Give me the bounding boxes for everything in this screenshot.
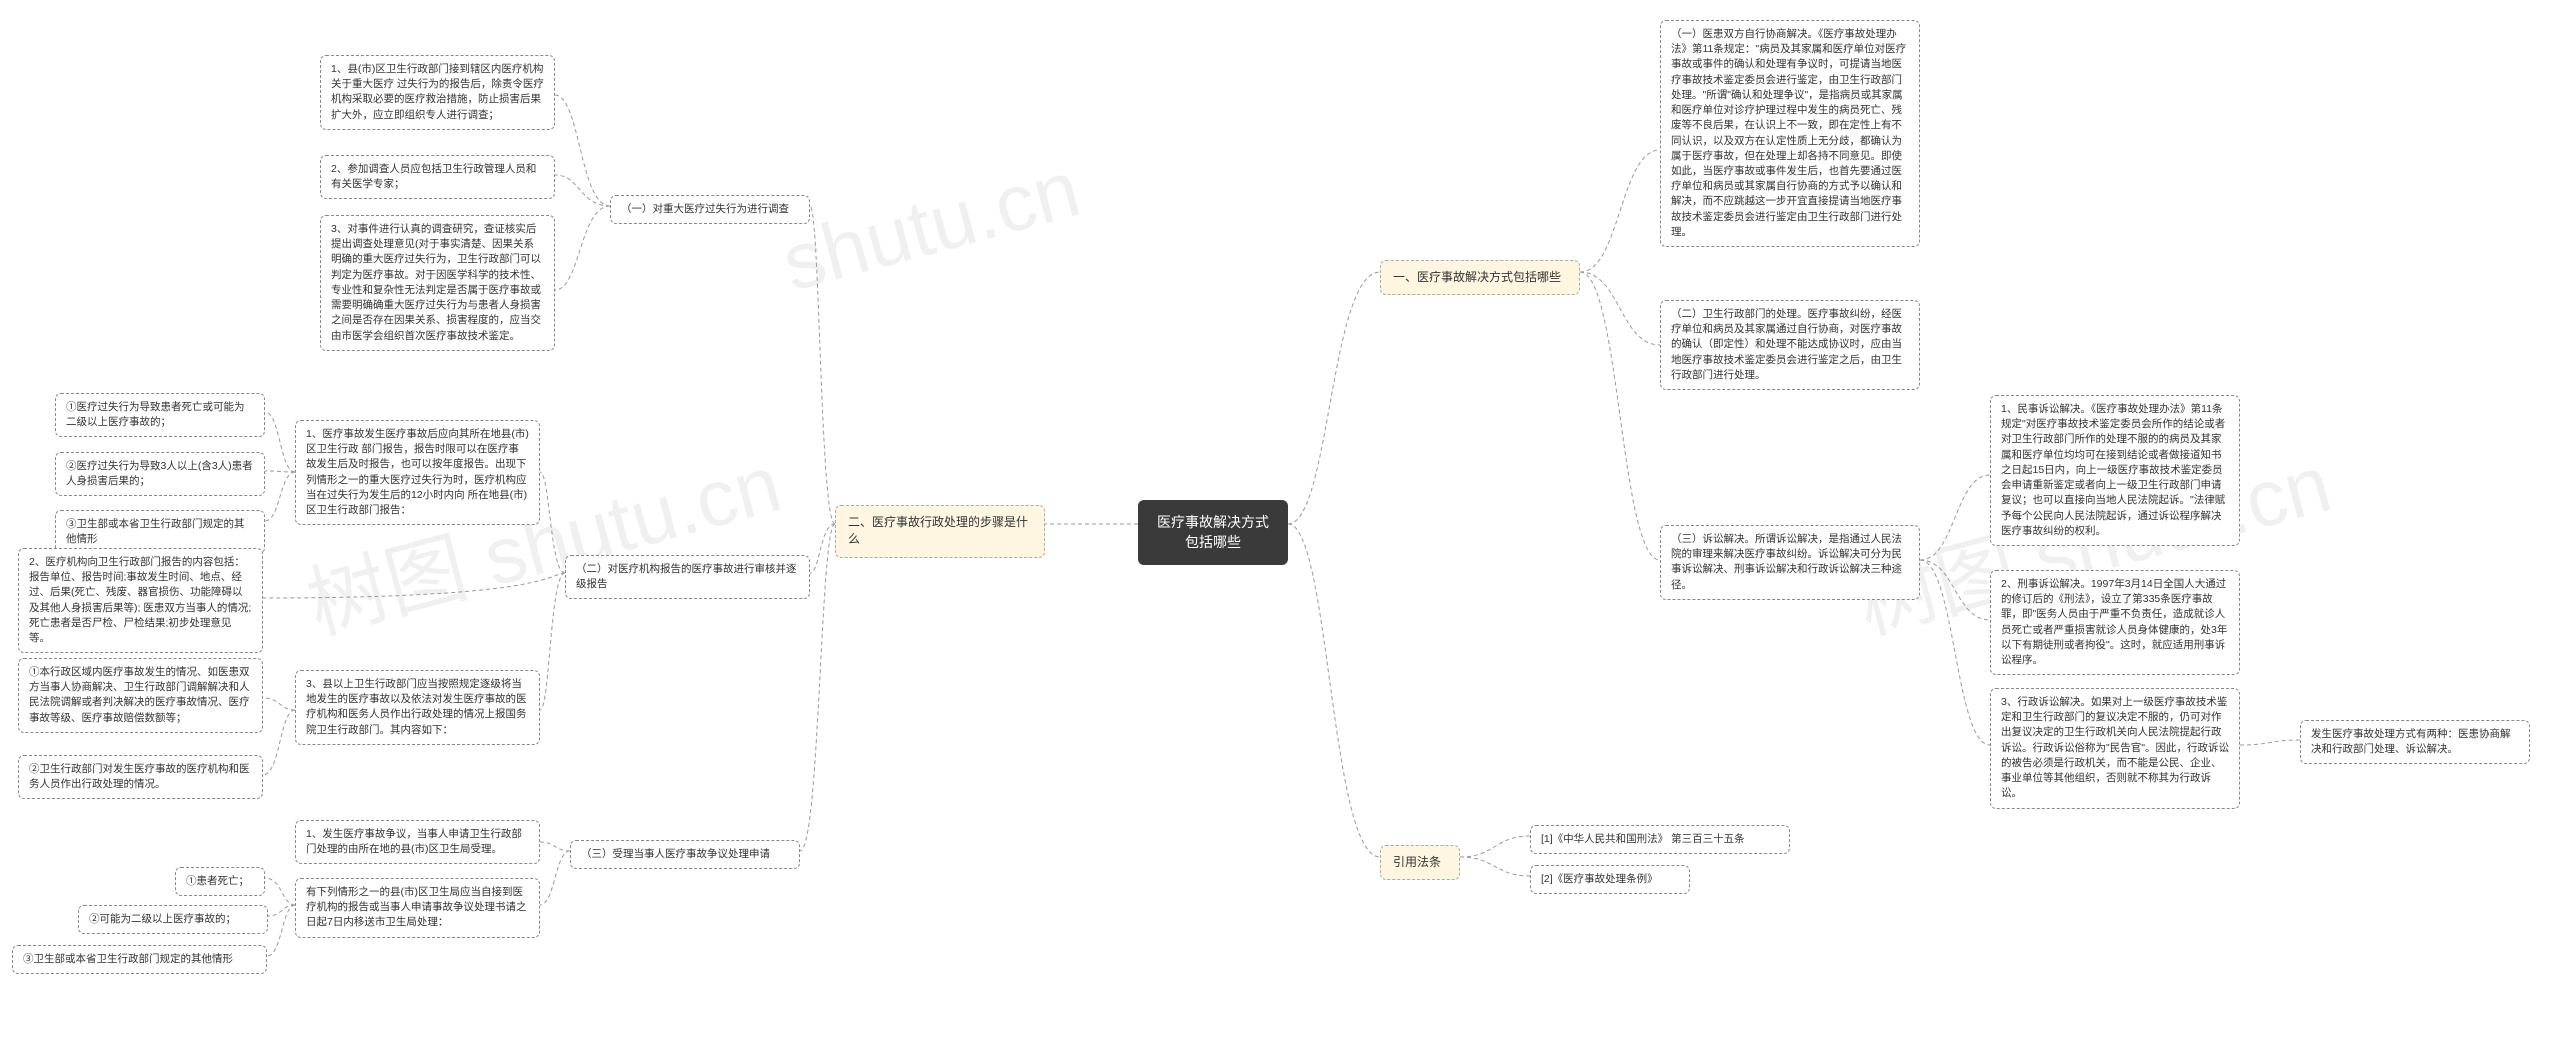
node-r1-3-3-note: 发生医疗事故处理方式有两种：医患协商解决和行政部门处理、诉讼解决。 [2300,720,2530,764]
section-2: 二、医疗事故行政处理的步骤是什么 [835,505,1045,558]
node-l2-C-2-b: ②可能为二级以上医疗事故的； [78,905,268,934]
node-l2-A-3: 3、对事件进行认真的调查研究，查证核实后提出调查处理意见(对于事实清楚、因果关系… [320,215,555,351]
node-r3-1: [1]《中华人民共和国刑法》 第三百三十五条 [1530,825,1790,854]
node-r3-2: [2]《医疗事故处理条例》 [1530,865,1690,894]
node-l2-C-1: 1、发生医疗事故争议，当事人申请卫生行政部门处理的由所在地的县(市)区卫生局受理… [295,820,540,864]
node-l2-C-2: 有下列情形之一的县(市)区卫生局应当自接到医疗机构的报告或当事人申请事故争议处理… [295,878,540,938]
node-r1-2: （二）卫生行政部门的处理。医疗事故纠纷，经医疗单位和病员及其家属通过自行协商，对… [1660,300,1920,390]
section-1: 一、医疗事故解决方式包括哪些 [1380,260,1580,295]
watermark-2: shutu.cn [773,142,1089,309]
node-l2-C-2-c: ③卫生部或本省卫生行政部门规定的其他情形 [12,945,267,974]
node-r1-3-3: 3、行政诉讼解决。如果对上一级医疗事故技术鉴定和卫生行政部门的复议决定不服的，仍… [1990,688,2240,809]
node-l2-C-2-a: ①患者死亡； [175,867,265,896]
node-r1-1: （一）医患双方自行协商解决。《医疗事故处理办法》第11条规定："病员及其家属和医… [1660,20,1920,247]
node-l2-B-1-b: ②医疗过失行为导致3人以上(含3人)患者人身损害后果的； [55,452,265,496]
node-l2-A: （一）对重大医疗过失行为进行调查 [610,195,810,224]
node-l2-B-1-a: ①医疗过失行为导致患者死亡或可能为二级以上医疗事故的； [55,393,265,437]
node-l2-A-1: 1、县(市)区卫生行政部门接到辖区内医疗机构关于重大医疗 过失行为的报告后，除责… [320,55,555,130]
node-l2-A-2: 2、参加调查人员应包括卫生行政管理人员和有关医学专家； [320,155,555,199]
section-3: 引用法条 [1380,845,1460,880]
node-l2-B-1: 1、医疗事故发生医疗事故后应向其所在地县(市)区卫生行政 部门报告，报告时限可以… [295,420,540,525]
node-l2-B-3-a: ①本行政区域内医疗事故发生的情况、如医患双方当事人协商解决、卫生行政部门调解解决… [18,658,263,733]
node-l2-B-3-b: ②卫生行政部门对发生医疗事故的医疗机构和医务人员作出行政处理的情况。 [18,755,263,799]
root-node: 医疗事故解决方式包括哪些 [1138,500,1288,565]
node-l2-B-3: 3、县以上卫生行政部门应当按照规定逐级将当地发生的医疗事故以及依法对发生医疗事故… [295,670,540,745]
node-l2-C: （三）受理当事人医疗事故争议处理申请 [570,840,800,869]
node-r1-3-2: 2、刑事诉讼解决。1997年3月14日全国人大通过的修订后的《刑法》，设立了第3… [1990,570,2240,675]
node-r1-3-1: 1、民事诉讼解决。《医疗事故处理办法》第11条规定"对医疗事故技术鉴定委员会所作… [1990,395,2240,546]
node-l2-B-2: 2、医疗机构向卫生行政部门报告的内容包括：报告单位、报告时间;事故发生时间、地点… [18,548,263,653]
node-l2-B: （二）对医疗机构报告的医疗事故进行审核并逐级报告 [565,555,810,599]
node-r1-3: （三）诉讼解决。所谓诉讼解决，是指通过人民法院的审理来解决医疗事故纠纷。诉讼解决… [1660,525,1920,600]
